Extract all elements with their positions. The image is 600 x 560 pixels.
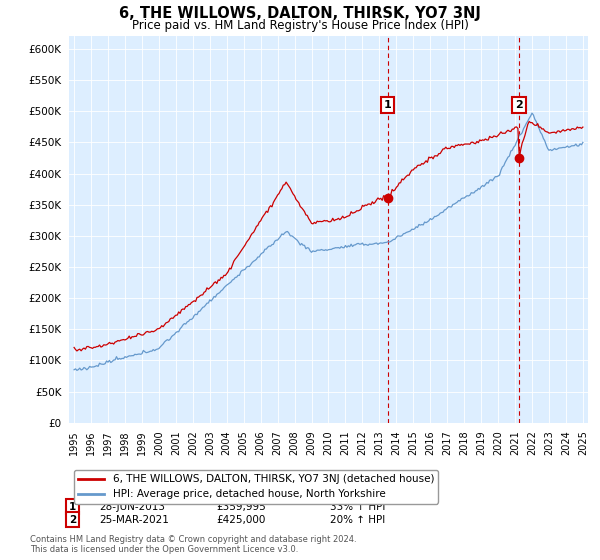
Text: 28-JUN-2013: 28-JUN-2013 xyxy=(99,502,165,512)
Text: 20% ↑ HPI: 20% ↑ HPI xyxy=(330,515,385,525)
Text: 2: 2 xyxy=(69,515,76,525)
Text: 1: 1 xyxy=(69,502,76,512)
Legend: 6, THE WILLOWS, DALTON, THIRSK, YO7 3NJ (detached house), HPI: Average price, de: 6, THE WILLOWS, DALTON, THIRSK, YO7 3NJ … xyxy=(74,470,439,503)
Text: 2: 2 xyxy=(515,100,523,110)
Text: 6, THE WILLOWS, DALTON, THIRSK, YO7 3NJ: 6, THE WILLOWS, DALTON, THIRSK, YO7 3NJ xyxy=(119,6,481,21)
Text: 25-MAR-2021: 25-MAR-2021 xyxy=(99,515,169,525)
Text: 33% ↑ HPI: 33% ↑ HPI xyxy=(330,502,385,512)
Text: 1: 1 xyxy=(384,100,392,110)
Text: Contains HM Land Registry data © Crown copyright and database right 2024.
This d: Contains HM Land Registry data © Crown c… xyxy=(30,535,356,554)
Text: £359,995: £359,995 xyxy=(216,502,266,512)
Text: Price paid vs. HM Land Registry's House Price Index (HPI): Price paid vs. HM Land Registry's House … xyxy=(131,19,469,32)
Text: £425,000: £425,000 xyxy=(216,515,265,525)
